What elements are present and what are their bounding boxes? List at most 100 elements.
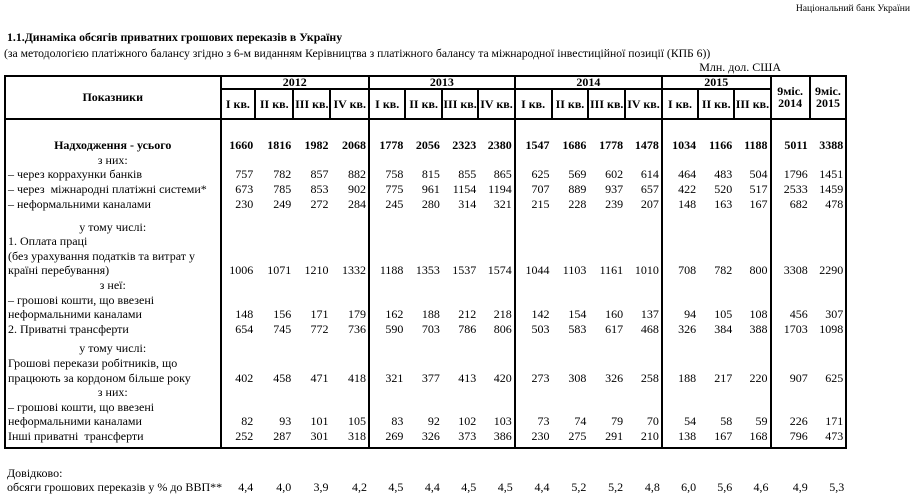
value-cell: 103 (493, 414, 512, 429)
empty-cell (293, 400, 330, 415)
value-cell: 252 (219, 428, 256, 444)
empty-cell (513, 234, 552, 249)
value-cell: 326 (605, 370, 624, 385)
empty-cell (442, 119, 478, 138)
empty-cell (588, 336, 625, 356)
empty-cell (330, 293, 369, 308)
value-cell: 59 (755, 414, 768, 429)
value-cell: 388 (749, 321, 768, 336)
value-cell: 3388 (809, 138, 848, 153)
empty-cell (255, 249, 293, 264)
value-cell: 1574 (487, 263, 512, 278)
value-cell: 657 (640, 182, 659, 197)
value-cell: 79 (611, 414, 624, 429)
value-cell: 418 (347, 370, 366, 385)
empty-cell (293, 234, 330, 249)
quarter-header-2015-q2: II кв. (697, 87, 736, 121)
value-cell: 167 (714, 428, 733, 443)
value-cell: 212 (458, 307, 477, 322)
quarter-header-2015-q1: I кв. (660, 87, 700, 121)
empty-cell (552, 119, 589, 138)
empty-cell (588, 211, 625, 234)
value-cell: 483 (714, 167, 733, 182)
table-row-1: з них: (4, 152, 848, 168)
row-label-cell: – через коррахунки банків (4, 167, 222, 182)
empty-cell (442, 400, 478, 415)
empty-cell (293, 356, 330, 371)
footnote-value-cell: 4,5 (461, 480, 477, 495)
empty-cell (698, 153, 734, 168)
empty-cell (478, 234, 514, 249)
empty-cell (405, 119, 441, 138)
footnote-heading: Довідково: (7, 465, 63, 480)
value-cell: 602 (605, 167, 624, 182)
value-cell: 902 (347, 182, 366, 197)
empty-cell (625, 153, 662, 168)
value-cell: 1778 (599, 138, 624, 153)
empty-cell (367, 248, 406, 264)
empty-cell (255, 400, 293, 415)
period-line: 2014 (778, 96, 803, 111)
empty-cell (769, 399, 810, 415)
empty-cell (219, 119, 256, 139)
quarter-header-2013-q2: II кв. (404, 87, 443, 121)
value-cell: 318 (347, 428, 366, 443)
empty-cell (255, 443, 294, 449)
units-label: Млн. дол. США (699, 59, 781, 74)
value-cell: 307 (809, 307, 848, 322)
table-row-2: – через коррахунки банків 757 782 857 88… (4, 167, 848, 182)
empty-cell (809, 234, 848, 249)
empty-cell (588, 234, 625, 249)
row-label-cell: – грошові кошти, що ввезені (4, 292, 222, 308)
empty-cell (513, 119, 552, 139)
empty-cell (405, 293, 441, 308)
value-cell: 1103 (562, 263, 587, 278)
value-cell: 782 (273, 167, 292, 182)
value-cell: 148 (660, 196, 699, 212)
table-row-11: неформальними каналами 148 156 171 179 1… (4, 307, 848, 322)
value-cell: 148 (219, 307, 256, 322)
quarter-header-2014-q3: III кв. (587, 87, 627, 121)
footnote-value-cell: 3,9 (313, 480, 329, 495)
empty-cell (405, 400, 441, 415)
empty-cell (367, 234, 406, 249)
empty-cell (442, 293, 478, 308)
quarter-header-2014-q4: IV кв. (624, 87, 663, 121)
value-cell: 775 (367, 181, 406, 197)
empty-cell (698, 385, 734, 400)
table-row-17: – грошові кошти, що ввезені (4, 399, 848, 415)
empty-cell (219, 234, 256, 249)
row-label-cell: Грошові перекази робітників, що (4, 355, 222, 371)
year-header-2015: 2015 (660, 74, 772, 90)
empty-cell (734, 356, 770, 371)
empty-cell (588, 293, 625, 308)
empty-cell (405, 443, 442, 449)
row-label-cell: Інші приватні трансферти (4, 428, 222, 444)
empty-cell (293, 249, 330, 264)
value-cell: 220 (749, 370, 768, 385)
empty-cell (478, 249, 514, 264)
empty-cell (219, 277, 256, 293)
empty-cell (625, 356, 662, 371)
value-cell: 2056 (415, 138, 440, 153)
empty-cell (293, 293, 330, 308)
empty-cell (330, 249, 369, 264)
value-cell: 249 (273, 196, 292, 211)
empty-cell (734, 278, 770, 293)
value-cell: 464 (660, 167, 699, 182)
empty-cell (734, 385, 770, 400)
value-cell: 654 (219, 321, 256, 337)
value-cell: 1166 (708, 138, 733, 153)
value-cell: 167 (749, 196, 768, 211)
value-cell: 1353 (415, 263, 440, 278)
quarter-header-2014-q1: I кв. (513, 87, 553, 121)
empty-cell (513, 248, 552, 264)
value-cell: 478 (809, 196, 848, 212)
row-label-cell: країні перебування) (4, 263, 222, 278)
bank-name: Національний банк України (795, 2, 910, 14)
empty-cell (478, 356, 514, 371)
row-label-cell: – грошові кошти, що ввезені (4, 399, 222, 415)
period-header-9m-2015: 9міс. 2015 (808, 74, 848, 121)
value-cell: 1982 (304, 138, 329, 153)
empty-cell (734, 234, 770, 249)
